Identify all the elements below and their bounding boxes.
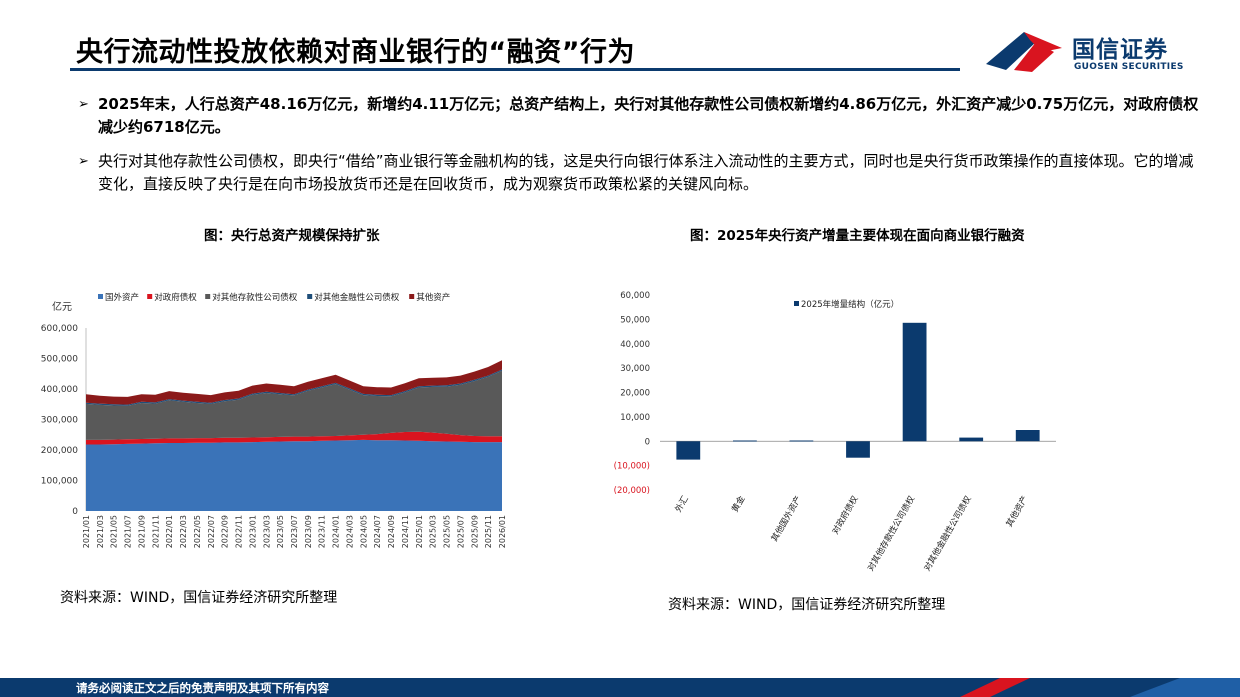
x-tick-label: 2025/03 (429, 515, 438, 548)
x-tick-label: 2021/05 (110, 515, 119, 548)
y-tick-label: 40,000 (620, 340, 650, 350)
x-tick-label: 2026/01 (498, 515, 507, 548)
x-tick-label: 2021/03 (96, 515, 105, 548)
x-tick-label: 2021/01 (82, 515, 91, 548)
company-logo: 国信证券 GUOSEN SECURITIES (984, 26, 1184, 76)
y-tick-label: 60,000 (620, 291, 650, 301)
logo-text-cn: 国信证券 (1072, 37, 1168, 63)
legend-swatch (307, 294, 313, 299)
title-underline (70, 68, 960, 71)
legend-swatch (409, 294, 415, 299)
footer-bar: 请务必阅读正文之后的免责声明及其项下所有内容 (0, 678, 1240, 697)
legend-swatch (98, 294, 103, 299)
legend-label: 国外资产 (105, 292, 139, 303)
bar (959, 437, 984, 442)
x-tick-label: 2024/11 (401, 515, 410, 548)
bullet-2-text: 央行对其他存款性公司债权，即央行“借给”商业银行等金融机构的钱，这是央行向银行体… (98, 152, 1194, 193)
y-tick-label: 0 (645, 437, 650, 447)
x-tick-label: 2024/07 (373, 515, 382, 548)
x-tick-label: 2025/11 (484, 515, 493, 548)
x-tick-label: 2021/07 (124, 515, 133, 548)
x-tick-label: 2025/07 (456, 515, 465, 548)
area-series-2 (86, 370, 502, 440)
category-label: 黄金 (729, 494, 747, 515)
y-tick-label: (10,000) (614, 462, 650, 472)
legend-label: 其他资产 (416, 292, 450, 303)
y-tick-label: 600,000 (41, 324, 78, 334)
x-tick-label: 2023/01 (248, 515, 257, 548)
footer-decoration-icon (960, 678, 1240, 697)
legend-swatch (147, 294, 153, 299)
x-tick-label: 2022/07 (207, 515, 216, 548)
footer-disclaimer: 请务必阅读正文之后的免责声明及其项下所有内容 (76, 681, 329, 695)
y-tick-label: 200,000 (41, 446, 78, 456)
right-figure-title: 图：2025年央行资产增量主要体现在面向商业银行融资 (690, 228, 1025, 244)
category-label: 对其他存款性公司债权 (865, 494, 917, 574)
x-tick-label: 2023/07 (290, 515, 299, 548)
y-tick-label: 20,000 (620, 389, 650, 399)
left-figure-title: 图：央行总资产规模保持扩张 (204, 228, 380, 244)
x-tick-label: 2022/11 (235, 515, 244, 548)
legend-label: 2025年增量结构（亿元） (801, 299, 899, 310)
legend-swatch (794, 301, 799, 306)
bar (902, 322, 927, 442)
bar (1015, 430, 1040, 442)
bullet-1-text: 2025年末，人行总资产48.16万亿元，新增约4.11万亿元；总资产结构上，央… (98, 95, 1199, 136)
category-label: 其他国外资产 (769, 494, 804, 544)
bullet-arrow-icon: ➢ (78, 154, 89, 169)
area-series-1 (86, 431, 502, 445)
y-tick-label: 0 (72, 507, 78, 517)
x-tick-label: 2023/03 (262, 515, 271, 548)
bar (846, 441, 870, 458)
page-title: 央行流动性投放依赖对商业银行的“融资”行为 (76, 37, 635, 68)
bullet-arrow-icon: ➢ (78, 97, 89, 112)
left-source: 资料来源：WIND，国信证券经济研究所整理 (60, 590, 338, 606)
category-label: 对政府债权 (830, 494, 861, 537)
bar (676, 441, 701, 460)
y-tick-label: 400,000 (41, 385, 78, 395)
bar-chart: (20,000) (10,000) 0 10,000 20,000 30,000 40,00… (614, 291, 1056, 574)
area-series-0 (86, 439, 502, 511)
x-tick-label: 2025/05 (443, 515, 452, 548)
category-label: 其他资产 (1004, 494, 1031, 529)
y-tick-label: 50,000 (620, 315, 650, 325)
y-tick-label: 100,000 (41, 477, 78, 487)
bar (733, 440, 757, 442)
x-tick-label: 2023/11 (318, 515, 327, 548)
x-tick-label: 2023/05 (276, 515, 285, 548)
y-axis-label: 亿元 (52, 300, 72, 313)
x-tick-label: 2024/03 (346, 515, 355, 548)
logo-text-en: GUOSEN SECURITIES (1074, 62, 1184, 72)
y-tick-label: (20,000) (614, 486, 650, 496)
legend-label: 对其他存款性公司债权 (212, 292, 298, 303)
legend-swatch (205, 294, 211, 299)
logo-mark-icon (986, 32, 1062, 72)
y-tick-label: 30,000 (620, 364, 650, 374)
legend-label: 对政府债权 (154, 292, 197, 303)
y-tick-label: 300,000 (41, 416, 78, 426)
x-tick-label: 2021/09 (138, 515, 147, 548)
y-tick-label: 10,000 (620, 413, 650, 423)
legend-label: 对其他金融性公司债权 (314, 292, 400, 303)
x-tick-label: 2025/09 (470, 515, 479, 548)
area-series-4 (86, 360, 502, 405)
x-tick-label: 2024/05 (359, 515, 368, 548)
x-tick-label: 2025/01 (415, 515, 424, 548)
category-label: 外汇 (673, 494, 691, 515)
x-tick-label: 2024/09 (387, 515, 396, 548)
x-tick-label: 2022/03 (179, 515, 188, 548)
y-tick-label: 500,000 (41, 355, 78, 365)
x-tick-label: 2023/09 (304, 515, 313, 548)
x-tick-label: 2021/11 (151, 515, 160, 548)
x-tick-label: 2022/05 (193, 515, 202, 548)
x-tick-label: 2022/09 (221, 515, 230, 548)
right-source: 资料来源：WIND，国信证券经济研究所整理 (668, 597, 946, 613)
bar (789, 440, 814, 442)
x-tick-label: 2022/01 (165, 515, 174, 548)
x-tick-label: 2024/01 (332, 515, 341, 548)
category-label: 对其他金融性公司债权 (922, 494, 974, 574)
stacked-area-chart: 亿元 0 100,000 200,000 300,000 400,000 500,000 60… (41, 292, 507, 548)
